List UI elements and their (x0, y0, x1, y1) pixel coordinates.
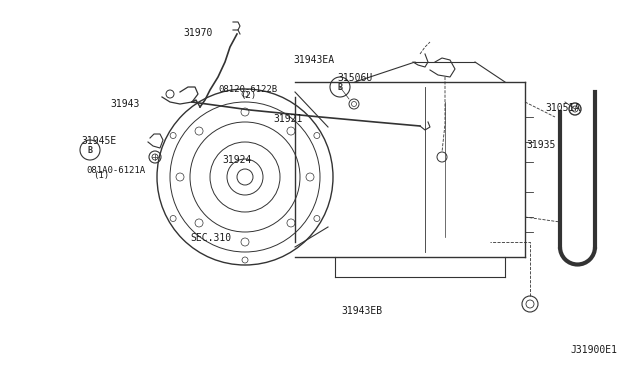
Text: (1): (1) (93, 171, 109, 180)
Text: 31943: 31943 (110, 99, 140, 109)
Text: 31051A: 31051A (545, 103, 581, 113)
Text: 31506U: 31506U (337, 73, 373, 83)
Text: 08120-6122B: 08120-6122B (219, 85, 278, 94)
Text: J31900E1: J31900E1 (571, 345, 618, 355)
Text: (2): (2) (240, 92, 257, 100)
Text: B: B (337, 83, 342, 92)
Text: SEC.310: SEC.310 (191, 233, 232, 243)
Text: 31921: 31921 (273, 114, 303, 124)
Text: 31943EA: 31943EA (293, 55, 334, 64)
Text: 31924: 31924 (222, 155, 252, 165)
Text: B: B (88, 145, 93, 154)
Text: 081A0-6121A: 081A0-6121A (86, 166, 145, 174)
Text: 31970: 31970 (184, 29, 213, 38)
Text: 31935: 31935 (526, 140, 556, 150)
Text: 31943EB: 31943EB (341, 306, 382, 315)
Text: 31945E: 31945E (81, 137, 117, 146)
